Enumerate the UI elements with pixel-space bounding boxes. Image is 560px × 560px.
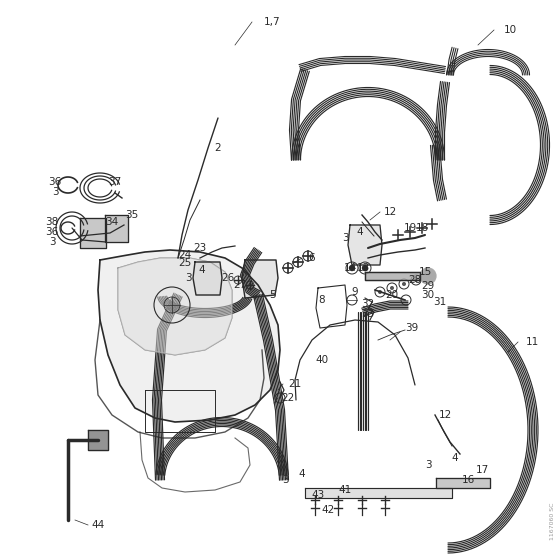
- Circle shape: [390, 286, 394, 290]
- Text: 44: 44: [91, 520, 105, 530]
- Text: 11: 11: [525, 337, 539, 347]
- Text: 1,7: 1,7: [264, 17, 281, 27]
- Polygon shape: [105, 215, 128, 242]
- Text: 34: 34: [105, 217, 119, 227]
- Text: 4: 4: [452, 453, 458, 463]
- Circle shape: [402, 282, 406, 286]
- Text: 8: 8: [319, 295, 325, 305]
- Text: 24: 24: [179, 250, 192, 260]
- Polygon shape: [193, 262, 222, 295]
- Circle shape: [414, 278, 418, 282]
- Polygon shape: [118, 258, 232, 355]
- Polygon shape: [242, 260, 278, 298]
- Text: 21: 21: [288, 379, 302, 389]
- Text: 14: 14: [343, 263, 357, 273]
- Circle shape: [349, 265, 354, 270]
- Text: 19: 19: [403, 223, 417, 233]
- Text: 39: 39: [405, 323, 419, 333]
- Text: 3: 3: [282, 475, 288, 485]
- Text: 4: 4: [199, 265, 206, 275]
- Text: 25: 25: [179, 258, 192, 268]
- Text: 37: 37: [109, 177, 122, 187]
- Text: 31: 31: [433, 297, 447, 307]
- Text: 3: 3: [342, 233, 348, 243]
- Polygon shape: [80, 218, 106, 248]
- Text: 33: 33: [361, 309, 375, 319]
- Text: 12: 12: [384, 207, 396, 217]
- Text: 10: 10: [503, 25, 516, 35]
- Text: 9: 9: [352, 287, 358, 297]
- Text: 43: 43: [311, 490, 325, 500]
- Circle shape: [362, 265, 367, 270]
- Text: 35: 35: [125, 210, 139, 220]
- Text: 27: 27: [234, 280, 246, 290]
- Polygon shape: [365, 272, 420, 280]
- Text: 17: 17: [475, 465, 489, 475]
- Text: 30: 30: [422, 290, 435, 300]
- Text: 41: 41: [338, 485, 352, 495]
- Text: 12: 12: [438, 410, 451, 420]
- Text: 42: 42: [321, 505, 335, 515]
- Text: 4: 4: [298, 469, 305, 479]
- Polygon shape: [305, 488, 452, 498]
- Text: 3: 3: [52, 187, 58, 197]
- Polygon shape: [348, 225, 382, 265]
- Text: 20: 20: [385, 290, 399, 300]
- Circle shape: [378, 290, 382, 294]
- Text: 38: 38: [45, 217, 59, 227]
- Text: 26: 26: [221, 273, 235, 283]
- Circle shape: [420, 268, 436, 284]
- Text: 23: 23: [193, 243, 207, 253]
- Text: 3: 3: [185, 273, 192, 283]
- Text: 13: 13: [356, 263, 370, 273]
- Text: 18: 18: [416, 223, 428, 233]
- Text: 28: 28: [408, 275, 422, 285]
- Text: 15: 15: [418, 267, 432, 277]
- Text: 36: 36: [45, 227, 59, 237]
- Text: 3: 3: [424, 460, 431, 470]
- Text: 2: 2: [214, 143, 221, 153]
- Text: 40: 40: [315, 355, 329, 365]
- Text: 5: 5: [269, 290, 276, 300]
- Polygon shape: [436, 478, 490, 488]
- Text: 22: 22: [281, 393, 295, 403]
- Text: 4: 4: [357, 227, 363, 237]
- Text: 3: 3: [49, 237, 55, 247]
- Polygon shape: [88, 430, 108, 450]
- Text: 36: 36: [48, 177, 62, 187]
- Text: 1167060 SC: 1167060 SC: [550, 502, 555, 540]
- Polygon shape: [98, 250, 280, 422]
- Text: 29: 29: [421, 281, 435, 291]
- Text: 16: 16: [461, 475, 475, 485]
- Text: 6: 6: [309, 253, 315, 263]
- Text: 32: 32: [361, 299, 375, 309]
